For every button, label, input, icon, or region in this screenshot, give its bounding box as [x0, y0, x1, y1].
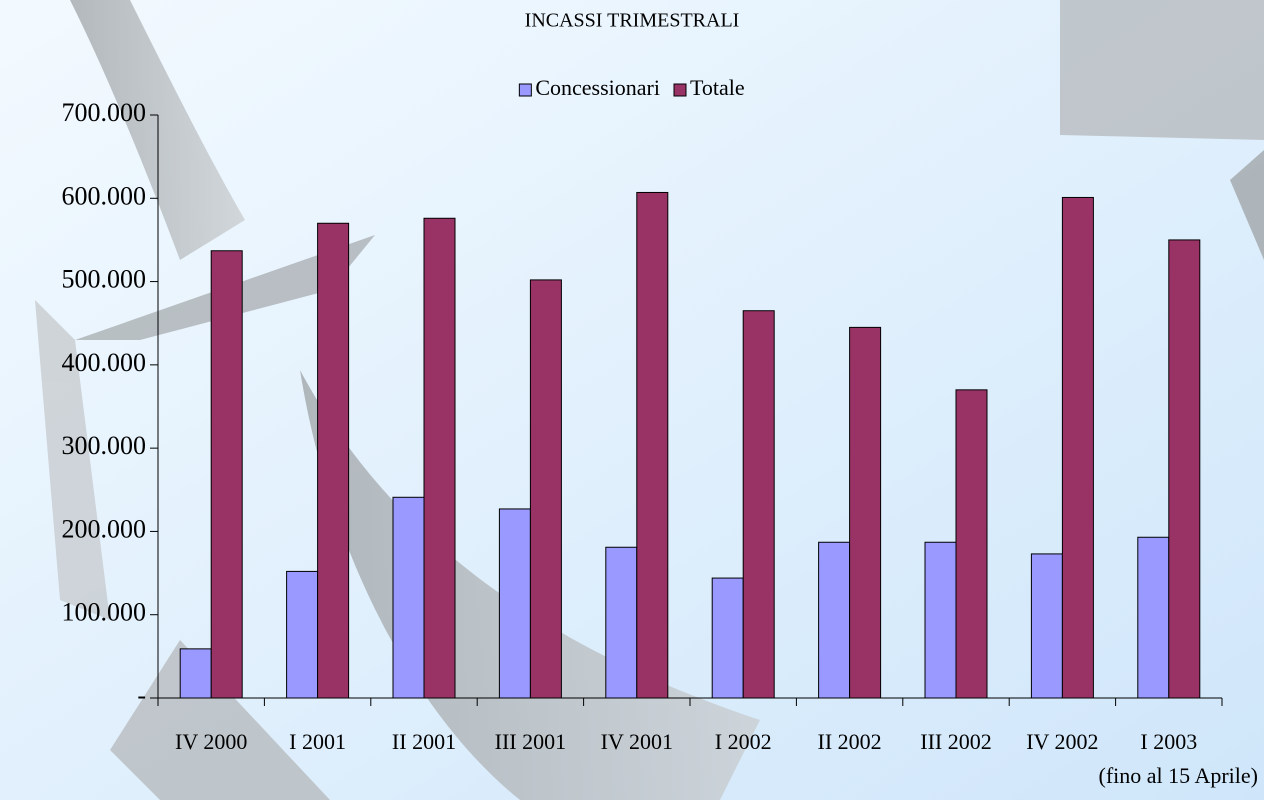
- bar: [850, 327, 881, 698]
- x-tick-label: III 2002: [920, 729, 991, 754]
- legend-swatch: [674, 84, 686, 96]
- bar: [424, 218, 455, 698]
- bar: [743, 311, 774, 698]
- x-tick-label: III 2001: [495, 729, 566, 754]
- bar: [393, 497, 424, 698]
- bar: [712, 578, 743, 698]
- x-tick-label: II 2001: [392, 729, 456, 754]
- category-note: (fino al 15 Aprile): [1099, 763, 1258, 788]
- x-tick-label: IV 2002: [1026, 729, 1098, 754]
- legend-swatch: [519, 84, 531, 96]
- bar: [180, 649, 211, 698]
- y-tick-label: 700.000: [62, 98, 147, 127]
- bar: [287, 571, 318, 698]
- bar: [819, 542, 850, 698]
- y-tick-label: 600.000: [62, 181, 147, 210]
- y-tick-label: 400.000: [62, 348, 147, 377]
- x-tick-label: I 2001: [289, 729, 346, 754]
- bar: [1062, 197, 1093, 698]
- x-tick-label: I 2002: [715, 729, 772, 754]
- y-tick-label: -: [137, 681, 146, 710]
- y-tick-label: 300.000: [62, 431, 147, 460]
- chart-title: INCASSI TRIMESTRALI: [525, 10, 740, 32]
- x-tick-label: I 2003: [1140, 729, 1197, 754]
- legend-label: Concessionari: [535, 75, 660, 100]
- y-tick-label: 500.000: [62, 265, 147, 294]
- bar: [499, 509, 530, 698]
- chart: INCASSI TRIMESTRALI - 100.000 200.000 300.0…: [0, 0, 1264, 800]
- bar: [211, 251, 242, 698]
- x-tick-label: IV 2001: [601, 729, 673, 754]
- x-tick-label: IV 2000: [175, 729, 247, 754]
- bar: [530, 280, 561, 698]
- x-tick-label: II 2002: [818, 729, 882, 754]
- bar: [925, 542, 956, 698]
- y-tick-label: 100.000: [62, 598, 147, 627]
- bar: [318, 223, 349, 698]
- bar: [1031, 554, 1062, 698]
- bar: [637, 192, 668, 698]
- y-tick-label: 200.000: [62, 514, 147, 543]
- legend-label: Totale: [690, 75, 745, 100]
- bar: [606, 547, 637, 698]
- bar: [956, 390, 987, 698]
- bar: [1138, 537, 1169, 698]
- bar: [1169, 240, 1200, 698]
